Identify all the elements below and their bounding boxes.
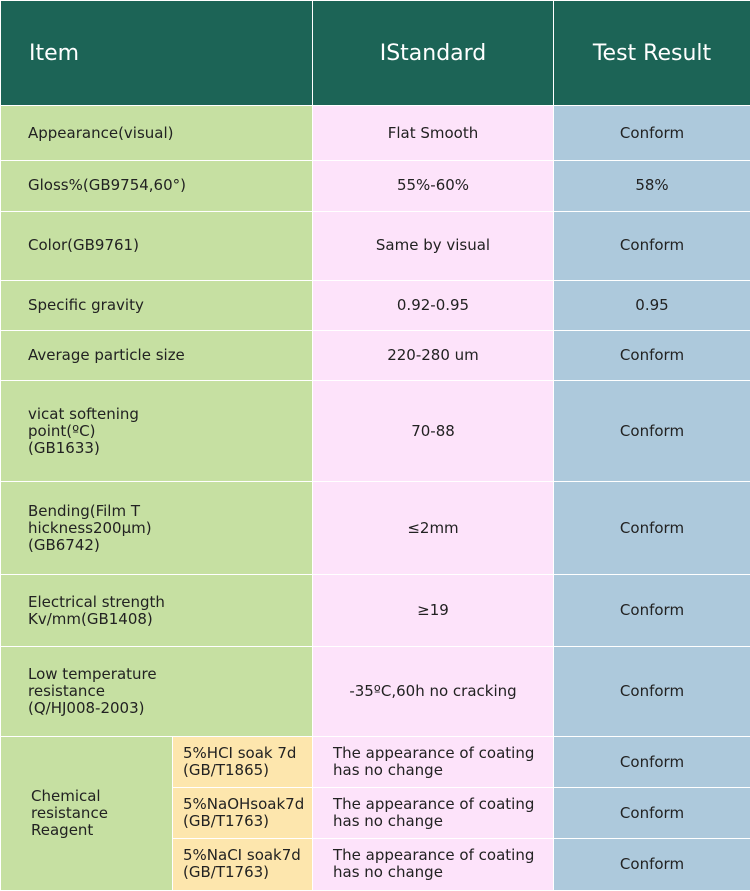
item-line: Kv/mm(GB1408) <box>28 609 153 628</box>
table-row: Bending(Film T hickness200μm) (GB6742) ≤… <box>0 480 750 576</box>
item-line: vicat softening <box>28 404 139 423</box>
standard-cell: Same by visual <box>312 210 554 281</box>
standard-line: The appearance of coating <box>333 744 535 763</box>
standard-cell: The appearance of coating has no change <box>312 736 554 789</box>
result-cell: 58% <box>553 160 750 212</box>
item-line: Electrical strength <box>28 592 165 611</box>
table-row: Low temperature resistance (Q/HJ008-2003… <box>0 645 750 738</box>
standard-cell: ≤2mm <box>312 480 554 576</box>
table-row: Gloss%(GB9754,60°) 55%-60% 58% <box>0 160 750 212</box>
standard-cell: 70-88 <box>312 380 554 482</box>
chemical-label-line: Reagent <box>31 821 94 840</box>
chemical-resistance-cell: Chemical resistance Reagent <box>0 736 173 891</box>
standard-cell: 220-280 um <box>312 330 554 382</box>
reagent-line: (GB/T1865) <box>183 761 270 780</box>
standard-cell: 0.92-0.95 <box>312 279 554 332</box>
item-cell: vicat softening point(ºC) (GB1633) <box>0 380 313 482</box>
item-cell: Color(GB9761) <box>0 210 313 281</box>
item-cell: Gloss%(GB9754,60°) <box>0 160 313 212</box>
result-cell: Conform <box>553 330 750 382</box>
standard-line: has no change <box>333 761 443 780</box>
item-line: (Q/HJ008-2003) <box>28 698 145 717</box>
table-row: Chemical resistance Reagent 5%HCI soak 7… <box>0 736 750 891</box>
result-cell: 0.95 <box>553 279 750 332</box>
standard-cell: The appearance of coating has no change <box>312 837 554 891</box>
header-row: Item IStandard Test Result <box>0 0 750 106</box>
header-standard: IStandard <box>312 0 554 106</box>
header-test-result: Test Result <box>553 0 750 106</box>
reagent-line: (GB/T1763) <box>183 812 270 831</box>
item-cell: Average particle size <box>0 330 313 382</box>
standard-line: The appearance of coating <box>333 795 535 814</box>
table-row: 5%NaCI soak7d (GB/T1763) The appearance … <box>1 837 750 891</box>
header-item: Item <box>0 0 313 106</box>
table-row: Color(GB9761) Same by visual Conform <box>0 210 750 281</box>
item-line: Bending(Film T <box>28 501 141 520</box>
result-cell: Conform <box>553 480 750 576</box>
item-line: Low temperature <box>28 664 157 683</box>
reagent-line: 5%NaCI soak7d <box>183 846 301 865</box>
item-cell: Appearance(visual) <box>0 104 313 162</box>
result-cell: Conform <box>553 574 750 647</box>
standard-cell: Flat Smooth <box>312 104 554 162</box>
reagent-line: 5%HCI soak 7d <box>183 744 297 763</box>
reagent-line: (GB/T1763) <box>183 863 270 882</box>
item-cell: Bending(Film T hickness200μm) (GB6742) <box>0 480 313 576</box>
chemical-label-line: resistance <box>31 804 108 823</box>
reagent-cell: 5%HCI soak 7d (GB/T1865) <box>172 736 313 789</box>
standard-cell: The appearance of coating has no change <box>312 787 554 839</box>
table-row: 5%NaOHsoak7d (GB/T1763) The appearance o… <box>1 787 750 839</box>
standard-line: has no change <box>333 812 443 831</box>
reagent-cell: 5%NaCI soak7d (GB/T1763) <box>172 837 313 891</box>
result-cell: Conform <box>553 787 750 839</box>
item-line: resistance <box>28 681 105 700</box>
table-row: Appearance(visual) Flat Smooth Conform <box>0 104 750 162</box>
result-cell: Conform <box>553 210 750 281</box>
standard-cell: -35ºC,60h no cracking <box>312 645 554 738</box>
standard-line: The appearance of coating <box>333 846 535 865</box>
result-cell: Conform <box>553 380 750 482</box>
result-cell: Conform <box>553 104 750 162</box>
table-row: Electrical strength Kv/mm(GB1408) ≥19 Co… <box>0 574 750 647</box>
item-cell: Low temperature resistance (Q/HJ008-2003… <box>0 645 313 738</box>
result-cell: Conform <box>553 645 750 738</box>
result-cell: Conform <box>553 736 750 789</box>
table-row: Specific gravity 0.92-0.95 0.95 <box>0 279 750 332</box>
standard-cell: ≥19 <box>312 574 554 647</box>
table-row: vicat softening point(ºC) (GB1633) 70-88… <box>0 380 750 482</box>
standard-line: has no change <box>333 863 443 882</box>
chemical-label-line: Chemical <box>31 787 101 806</box>
item-cell: Specific gravity <box>0 279 313 332</box>
standard-cell: 55%-60% <box>312 160 554 212</box>
table-row: Average particle size 220-280 um Conform <box>0 330 750 382</box>
item-line: point(ºC) <box>28 421 96 440</box>
item-line: hickness200μm) <box>28 518 152 537</box>
item-cell: Electrical strength Kv/mm(GB1408) <box>0 574 313 647</box>
item-line: (GB1633) <box>28 438 100 457</box>
reagent-cell: 5%NaOHsoak7d (GB/T1763) <box>172 787 313 839</box>
result-cell: Conform <box>553 837 750 891</box>
item-line: (GB6742) <box>28 535 100 554</box>
reagent-line: 5%NaOHsoak7d <box>183 795 305 814</box>
